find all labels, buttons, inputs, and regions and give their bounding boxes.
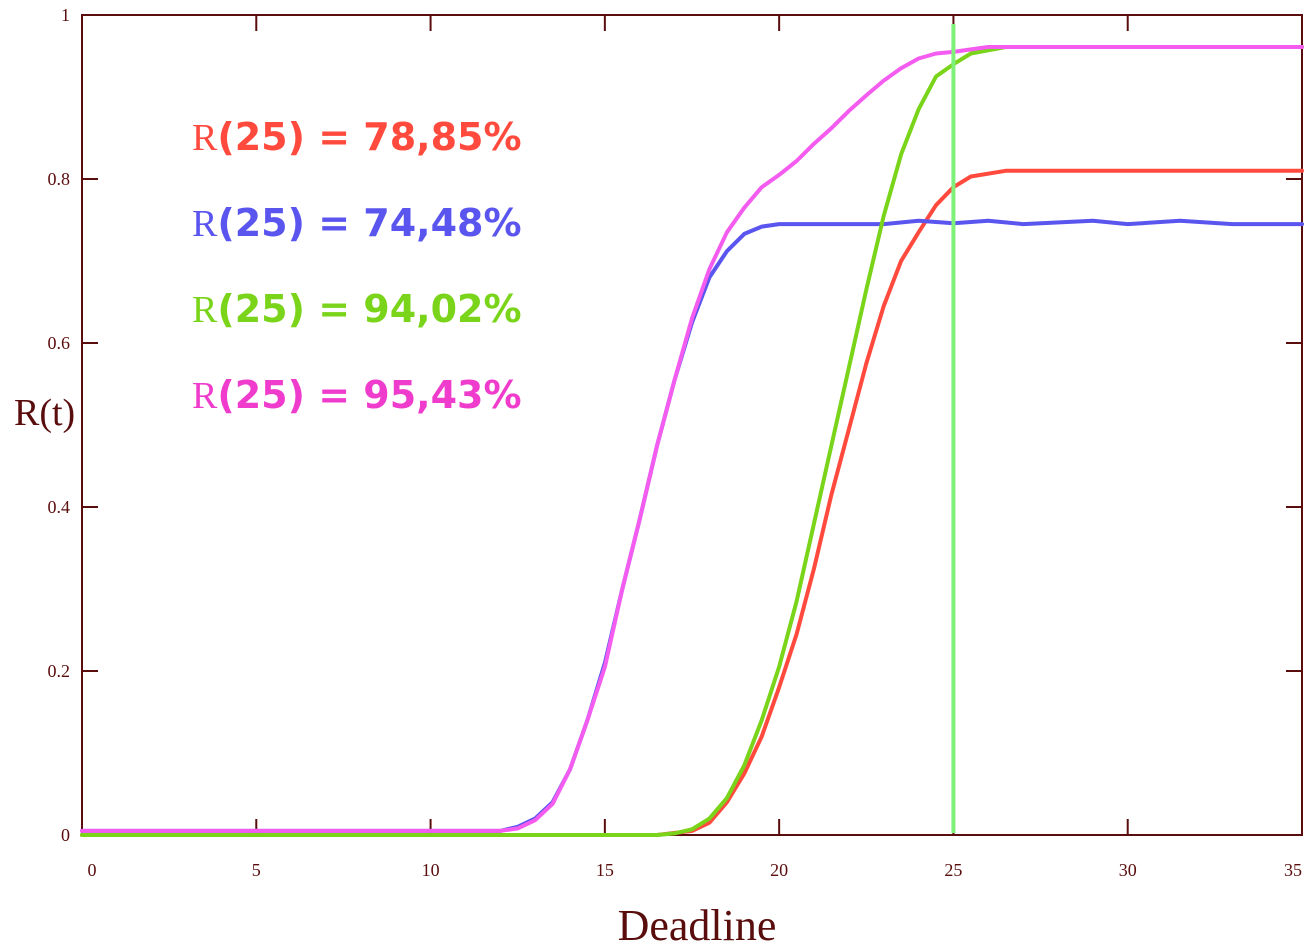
annotation-1: R(25) = 78,85% [192,115,522,159]
y-tick-label: 0.4 [48,497,71,517]
series-line-1 [80,168,1304,837]
plot-frame [81,14,1303,836]
y-tick-label: 0.2 [48,661,71,681]
x-tick-label: 20 [770,860,788,880]
x-tick-label: 15 [596,860,614,880]
annotation-3: R(25) = 94,02% [192,287,522,331]
x-tick-label: 25 [944,860,962,880]
x-tick-label: 0 [88,860,97,880]
y-tick-label: 0.6 [48,333,71,353]
y-tick-label: 1 [61,5,70,25]
series-line-3 [80,45,1304,837]
y-axis-label: R(t) [14,392,75,434]
y-tick-label: 0 [61,825,70,845]
annotation-4: R(25) = 95,43% [192,373,522,417]
series-layer [80,45,1304,837]
annotations: R(25) = 78,85% R(25) = 74,48% R(25) = 94,0… [192,115,522,417]
x-tick-label: 5 [252,860,261,880]
axis-tick-labels: 0 5 10 15 20 25 30 35 0 0.2 0.4 0.6 0.8 1 [48,5,1303,880]
x-tick-label: 10 [422,860,440,880]
x-axis-label: Deadline [618,901,777,950]
series-line-4 [80,45,1304,833]
annotation-2: R(25) = 74,48% [192,201,522,245]
y-tick-label: 0.8 [48,169,71,189]
x-tick-label: 30 [1119,860,1137,880]
x-tick-label: 35 [1284,860,1302,880]
